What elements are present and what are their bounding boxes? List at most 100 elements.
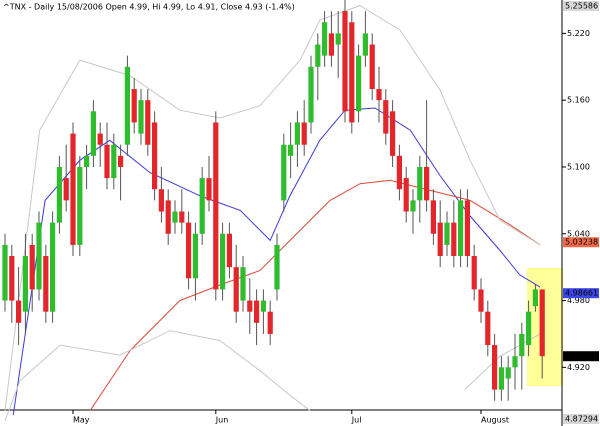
- candle-body: [328, 33, 334, 56]
- price-tag: [563, 351, 599, 362]
- price-tag: [563, 288, 599, 299]
- candle-body: [90, 111, 96, 156]
- chart-title: ^TNX - Daily 15/08/2006 Open 4.99, Hi 4.…: [3, 3, 295, 12]
- price-tag: [563, 237, 599, 248]
- overlay-line: [89, 179, 541, 412]
- candle-body: [505, 367, 511, 379]
- candle-body: [288, 144, 294, 156]
- candle-body: [138, 100, 144, 134]
- x-tick-label: August: [481, 416, 509, 425]
- candle-body: [492, 345, 498, 390]
- candle-body: [526, 311, 532, 346]
- candle-body: [152, 122, 158, 190]
- candle-body: [56, 166, 62, 223]
- candle-body: [315, 44, 321, 67]
- candle-body: [281, 144, 287, 201]
- candle-body: [342, 11, 348, 112]
- candle-body: [84, 155, 90, 167]
- candle-body: [301, 122, 307, 145]
- candle-body: [70, 133, 76, 245]
- candle-body: [349, 22, 355, 123]
- candle-body: [458, 200, 464, 257]
- candle-body: [118, 155, 124, 167]
- candle-body: [104, 144, 110, 179]
- candle-body: [192, 233, 198, 279]
- candle-body: [335, 33, 341, 45]
- candle-body: [16, 300, 22, 323]
- candle-body: [22, 256, 28, 312]
- candle-body: [294, 122, 300, 145]
- y-tick-label: 5.160: [567, 96, 590, 105]
- candle-body: [362, 33, 368, 56]
- price-tag-label: 4.98661: [565, 289, 598, 298]
- candle-body: [410, 200, 416, 212]
- overlay-line: [12, 107, 541, 416]
- candle-body: [247, 300, 253, 312]
- candle-body: [254, 300, 260, 323]
- candle-body: [512, 356, 518, 368]
- y-tick-label: 4.980: [567, 296, 590, 305]
- candle-body: [124, 66, 130, 145]
- y-tick-label: 5.100: [567, 162, 590, 171]
- candle-body: [9, 256, 15, 301]
- candle-body: [145, 100, 151, 145]
- candle-body: [539, 289, 545, 357]
- candle-body: [498, 367, 504, 390]
- candle-body: [260, 300, 266, 312]
- candle-body: [471, 256, 477, 290]
- price-tag-label: 5.25586: [565, 2, 598, 11]
- candle-body: [478, 289, 484, 312]
- candle-body: [111, 144, 117, 179]
- candle-body: [444, 222, 450, 245]
- candle-body: [403, 178, 409, 212]
- candle-body: [165, 200, 171, 234]
- candle-body: [437, 222, 443, 257]
- candle-body: [77, 166, 83, 245]
- candle-body: [233, 267, 239, 312]
- candle-body: [240, 267, 246, 301]
- candle-body: [267, 311, 273, 334]
- candle-body: [29, 244, 35, 290]
- candle-body: [322, 22, 328, 56]
- candle-body: [213, 122, 219, 290]
- candle-body: [369, 44, 375, 90]
- candle-body: [430, 200, 436, 234]
- candle-body: [417, 166, 423, 201]
- candle-body: [226, 233, 232, 268]
- candle-body: [63, 178, 69, 201]
- candle-body: [383, 100, 389, 134]
- candle-body: [158, 189, 164, 212]
- candle-body: [424, 166, 430, 201]
- price-tag-label: 4.87294: [565, 415, 598, 424]
- x-tick-label: May: [73, 416, 90, 425]
- x-tick-label: Jun: [215, 416, 229, 425]
- candle-body: [390, 111, 396, 156]
- candle-body: [43, 256, 49, 312]
- y-tick-label: 5.040: [567, 229, 590, 238]
- candle-body: [179, 211, 185, 223]
- candle-body: [206, 178, 212, 201]
- highlight-box: [527, 268, 563, 386]
- candle-body: [50, 222, 56, 312]
- candle-body: [36, 222, 42, 290]
- candle-body: [131, 89, 137, 123]
- candle-body: [172, 211, 178, 223]
- candle-body: [274, 244, 280, 290]
- candle-body: [519, 333, 525, 357]
- candle-body: [308, 66, 314, 123]
- candle-body: [356, 55, 362, 112]
- candle-body: [464, 200, 470, 257]
- price-tag-label: 4.93: [565, 352, 583, 361]
- candle-body: [485, 311, 491, 346]
- price-tag: [563, 1, 599, 11]
- candle-body: [532, 289, 538, 307]
- candle-body: [97, 133, 103, 145]
- candle-body: [396, 155, 402, 190]
- price-tag-label: 5.03238: [565, 238, 598, 247]
- candle-body: [376, 89, 382, 101]
- overlay-line: [4, 5, 541, 411]
- y-tick-label: 4.920: [567, 363, 590, 372]
- candle-body: [2, 244, 8, 301]
